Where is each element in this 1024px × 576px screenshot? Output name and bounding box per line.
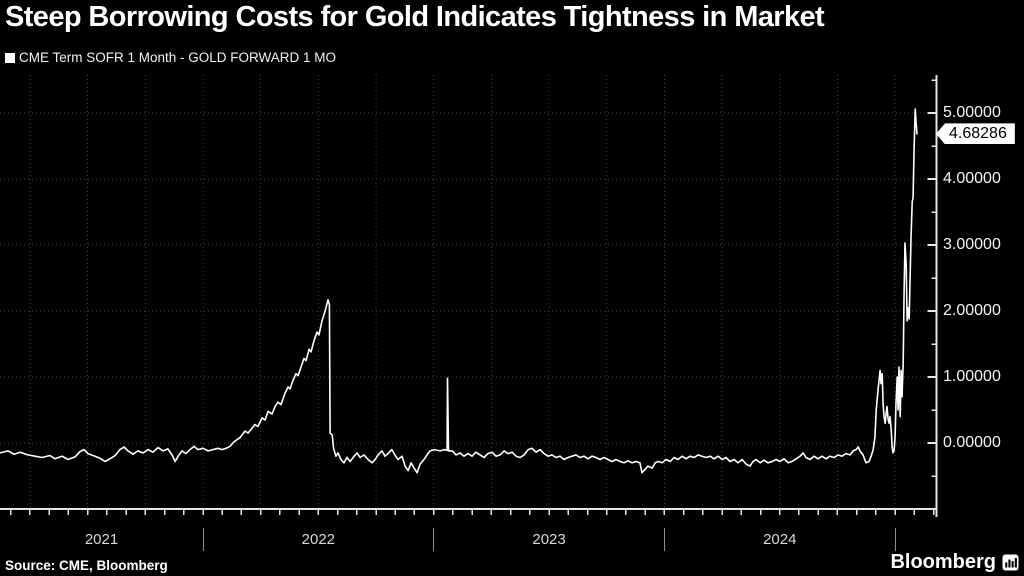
bloomberg-terminal-icon <box>1002 554 1019 571</box>
legend-swatch-icon <box>5 52 15 63</box>
last-value-label: 4.68286 <box>936 123 1015 145</box>
year-separator <box>894 528 896 551</box>
y-axis-tick-label: 1.00000 <box>943 368 1001 385</box>
y-axis-tick-label: 3.00000 <box>943 236 1001 253</box>
page-title: Steep Borrowing Costs for Gold Indicates… <box>5 1 825 33</box>
y-axis-tick-label: 5.00000 <box>943 104 1001 121</box>
y-axis-tick-label: 2.00000 <box>943 302 1001 319</box>
source-note: Source: CME, Bloomberg <box>5 558 168 573</box>
bloomberg-logo-text: Bloomberg <box>890 551 996 573</box>
x-axis-year-label: 2022 <box>301 531 336 548</box>
y-axis-tick-label: 4.00000 <box>943 170 1001 187</box>
x-axis-year-label: 2023 <box>532 531 566 548</box>
series-line <box>0 108 918 474</box>
year-separator <box>663 528 665 551</box>
legend-label: CME Term SOFR 1 Month - GOLD FORWARD 1 M… <box>19 50 337 65</box>
legend: CME Term SOFR 1 Month - GOLD FORWARD 1 M… <box>5 50 336 65</box>
y-axis-tick-label: 0.00000 <box>943 434 1001 451</box>
year-separator <box>202 528 204 551</box>
x-axis-year-label: 2021 <box>84 531 119 548</box>
x-axis-year-label: 2024 <box>763 531 797 548</box>
year-separator <box>433 528 435 551</box>
bloomberg-logo: Bloomberg <box>890 551 1019 574</box>
